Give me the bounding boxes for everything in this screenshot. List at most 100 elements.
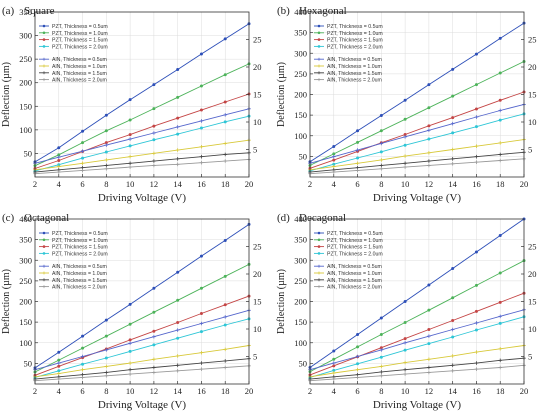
data-point <box>128 367 132 372</box>
series-line <box>309 345 525 378</box>
data-point <box>379 364 384 369</box>
data-point <box>176 298 180 302</box>
legend-swatch-marker <box>42 38 46 41</box>
data-point <box>474 115 479 119</box>
y2-tick-label: 10 <box>528 324 537 334</box>
legend-label: PZT, Thickness = 1.5um <box>327 245 383 251</box>
data-point <box>199 321 204 326</box>
data-point <box>223 159 228 163</box>
legend-label: AlN, Thickness = 0.5um <box>327 57 382 63</box>
y-tick-label: 100 <box>19 125 32 135</box>
series-pzt-0 <box>33 22 251 164</box>
x-tick-label: 14 <box>173 179 182 189</box>
x-tick-label: 14 <box>173 386 182 396</box>
x-axis-title: Driving Voltage (V) <box>373 399 462 411</box>
x-tick-label: 8 <box>379 179 383 189</box>
x-tick-label: 2 <box>308 386 312 396</box>
data-point <box>199 108 203 112</box>
y2-tick-label: 15 <box>528 90 537 100</box>
y-tick-label: 200 <box>294 90 307 100</box>
data-point <box>56 361 61 365</box>
data-point <box>223 323 227 327</box>
data-point <box>379 348 384 352</box>
data-point <box>427 328 431 332</box>
legend-swatch-marker <box>317 31 321 35</box>
data-point <box>223 303 227 307</box>
y2-tick-label: 25 <box>528 242 537 252</box>
legend-label: PZT, Thickness = 1.5um <box>327 38 383 44</box>
y2-tick-label: 10 <box>528 117 537 127</box>
series-pzt-3 <box>308 315 526 379</box>
legend-item: AlN, Thickness = 1.0um <box>39 271 107 277</box>
y-tick-label: 250 <box>294 69 307 79</box>
data-point <box>176 132 180 136</box>
data-point <box>199 160 204 165</box>
data-point <box>355 161 360 166</box>
data-point <box>104 318 108 322</box>
x-tick-label: 20 <box>520 386 529 396</box>
legend-label: PZT, Thickness = 0.5um <box>327 231 383 237</box>
legend-label: AlN, Thickness = 2.0um <box>52 285 107 291</box>
y-axis-right: 5 10 15 20 25 <box>246 35 262 155</box>
data-point <box>474 350 479 354</box>
series-line <box>34 108 250 164</box>
x-tick-label: 8 <box>104 179 108 189</box>
series-line <box>309 260 525 372</box>
legend-item: PZT, Thickness = 2.0um <box>39 44 108 50</box>
series-line <box>34 318 250 378</box>
data-point <box>152 138 156 142</box>
legend-item: PZT, Thickness = 1.0um <box>39 31 108 37</box>
series-aln-1 <box>308 343 526 379</box>
y-axis-left: 50 100 150 200 250 300 350 400 <box>294 214 313 368</box>
data-point <box>56 164 61 169</box>
data-point <box>57 350 61 354</box>
data-point <box>427 128 431 133</box>
legend-label: AlN, Thickness = 2.0um <box>327 78 382 84</box>
data-point <box>451 131 455 135</box>
data-point <box>379 355 383 359</box>
x-tick-label: 6 <box>355 386 359 396</box>
x-tick-label: 18 <box>221 179 230 189</box>
legend-item: PZT, Thickness = 1.0um <box>314 238 383 244</box>
y-tick-label: 250 <box>294 276 307 286</box>
data-point <box>80 367 85 372</box>
data-point <box>379 166 384 171</box>
data-point <box>57 146 61 150</box>
legend-item: PZT, Thickness = 0.5um <box>39 24 108 30</box>
panel-letter: (a) <box>2 5 15 17</box>
x-tick-label: 6 <box>80 179 84 189</box>
legend-swatch-marker <box>317 38 321 41</box>
y-tick-label: 200 <box>19 78 32 88</box>
legend-item: AlN, Thickness = 1.0um <box>314 64 382 70</box>
data-point <box>451 94 455 98</box>
series-line <box>34 295 250 376</box>
data-point <box>356 333 360 336</box>
data-point <box>427 106 431 110</box>
panel-name: Octagonal <box>24 212 69 224</box>
legend-item: PZT, Thickness = 1.5um <box>314 38 383 44</box>
y2-tick-label: 25 <box>253 35 262 45</box>
legend-item: AlN, Thickness = 0.5um <box>314 264 382 270</box>
y-tick-label: 400 <box>294 7 307 17</box>
data-point <box>451 116 455 120</box>
data-point <box>152 159 156 163</box>
series-pzt-1 <box>308 60 526 167</box>
legend-swatch-marker <box>42 45 46 48</box>
data-point <box>104 334 108 338</box>
series-line <box>309 309 525 371</box>
series-line <box>34 365 250 382</box>
legend-item: AlN, Thickness = 2.0um <box>39 285 107 291</box>
legend-label: AlN, Thickness = 1.5um <box>52 278 107 284</box>
data-point <box>223 73 227 77</box>
chart-square: 2 4 6 8 10 12 14 16 18 20 50 100 150 200 250 300 350 5 10 1… <box>1 5 262 204</box>
series-aln-0 <box>33 107 251 166</box>
legend-label: PZT, Thickness = 1.0um <box>52 31 108 37</box>
y-tick-label: 300 <box>19 255 32 265</box>
data-point <box>81 141 85 145</box>
x-axis-title: Driving Voltage (V) <box>373 192 462 204</box>
data-point <box>152 334 156 339</box>
legend-item: PZT, Thickness = 1.5um <box>314 245 383 251</box>
series-line <box>309 292 525 376</box>
